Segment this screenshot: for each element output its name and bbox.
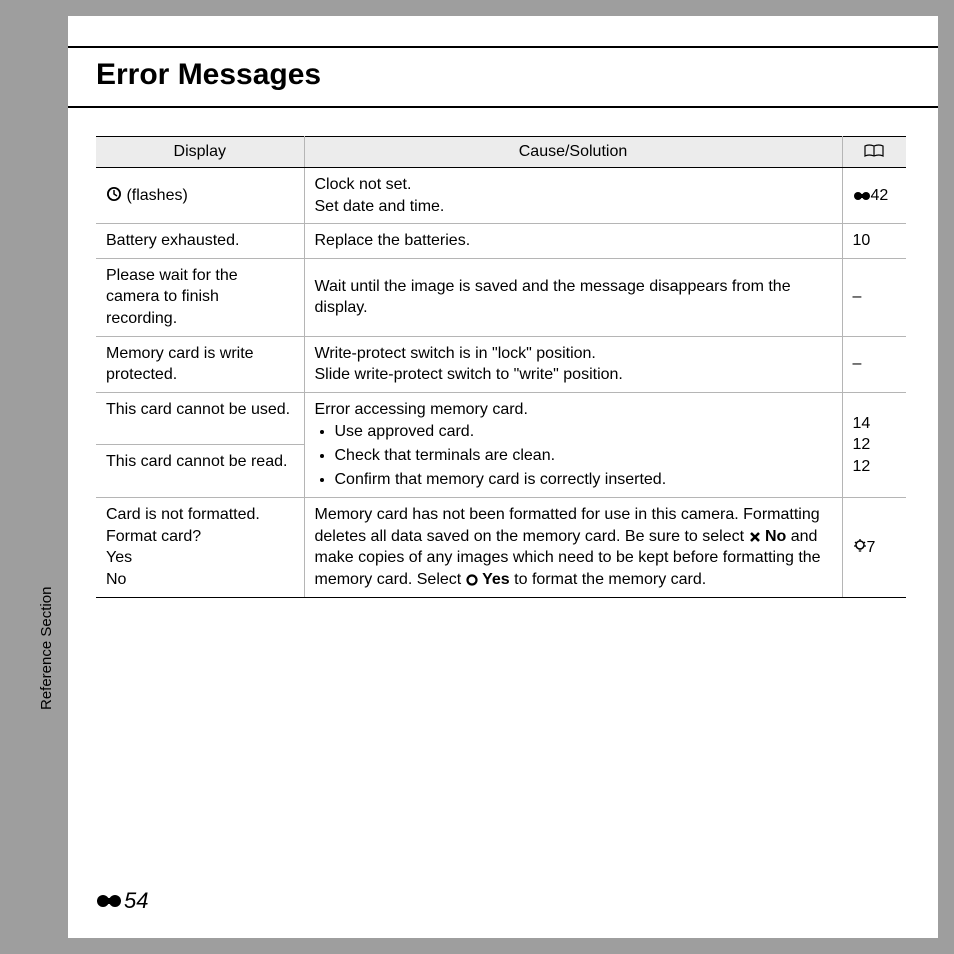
o-icon — [466, 574, 478, 586]
cell-ref: – — [842, 258, 906, 336]
page-title: Error Messages — [96, 58, 938, 92]
cell-ref: 10 — [842, 224, 906, 259]
table-row: Battery exhausted. Replace the batteries… — [96, 224, 906, 259]
x-icon — [749, 531, 761, 543]
header-display: Display — [96, 137, 304, 168]
ref-text: 42 — [871, 187, 889, 204]
bulb-icon — [853, 538, 867, 554]
table-row: Memory card is write protected. Write-pr… — [96, 336, 906, 392]
cell-ref: 42 — [842, 168, 906, 224]
reel-icon — [853, 190, 871, 202]
table-row: Please wait for the camera to finish rec… — [96, 258, 906, 336]
reel-icon — [96, 893, 122, 909]
bullet-item: Confirm that memory card is correctly in… — [335, 468, 832, 492]
cell-display: Memory card is write protected. — [96, 336, 304, 392]
bullet-item: Use approved card. — [335, 420, 832, 444]
cell-display: Please wait for the camera to finish rec… — [96, 258, 304, 336]
ref-text: 7 — [867, 539, 876, 556]
cell-cause: Memory card has not been formatted for u… — [304, 498, 842, 597]
side-tab: Reference Section — [38, 526, 68, 796]
cell-cause: Clock not set. Set date and time. — [304, 168, 842, 224]
thumb-tab — [38, 724, 68, 796]
no-label: No — [765, 528, 786, 545]
display-text: (flashes) — [122, 187, 188, 204]
table-row: Card is not formatted. Format card? Yes … — [96, 498, 906, 597]
cell-cause: Wait until the image is saved and the me… — [304, 258, 842, 336]
cell-ref: – — [842, 336, 906, 392]
clock-icon — [106, 186, 122, 202]
cell-cause: Replace the batteries. — [304, 224, 842, 259]
cell-cause: Error accessing memory card. Use approve… — [304, 392, 842, 497]
section-label: Reference Section — [38, 526, 68, 716]
table-header-row: Display Cause/Solution — [96, 137, 906, 168]
error-table-wrap: Display Cause/Solution (flashes) Clock n… — [96, 136, 906, 598]
title-bar: Error Messages — [68, 46, 938, 108]
cause-text: to format the memory card. — [514, 571, 706, 588]
error-messages-table: Display Cause/Solution (flashes) Clock n… — [96, 136, 906, 598]
cell-cause: Write-protect switch is in "lock" positi… — [304, 336, 842, 392]
page-number-text: 54 — [124, 888, 148, 914]
cell-display: Card is not formatted. Format card? Yes … — [96, 498, 304, 597]
cell-ref: 7 — [842, 498, 906, 597]
manual-page: Error Messages Display Cause/Solution (f… — [68, 16, 938, 938]
book-icon — [864, 144, 884, 158]
header-cause: Cause/Solution — [304, 137, 842, 168]
cell-ref: 14 12 12 — [842, 392, 906, 497]
cause-text: Memory card has not been formatted for u… — [315, 506, 820, 545]
page-number: 54 — [96, 888, 148, 914]
cell-display: (flashes) — [96, 168, 304, 224]
header-reference — [842, 137, 906, 168]
cause-bullets: Use approved card. Check that terminals … — [315, 420, 832, 491]
table-row: This card cannot be used. Error accessin… — [96, 392, 906, 445]
cell-display: Battery exhausted. — [96, 224, 304, 259]
bullet-item: Check that terminals are clean. — [335, 444, 832, 468]
yes-label: Yes — [482, 571, 510, 588]
cell-display: This card cannot be read. — [96, 445, 304, 498]
table-row: (flashes) Clock not set. Set date and ti… — [96, 168, 906, 224]
cause-lead: Error accessing memory card. — [315, 399, 832, 421]
cell-display: This card cannot be used. — [96, 392, 304, 445]
